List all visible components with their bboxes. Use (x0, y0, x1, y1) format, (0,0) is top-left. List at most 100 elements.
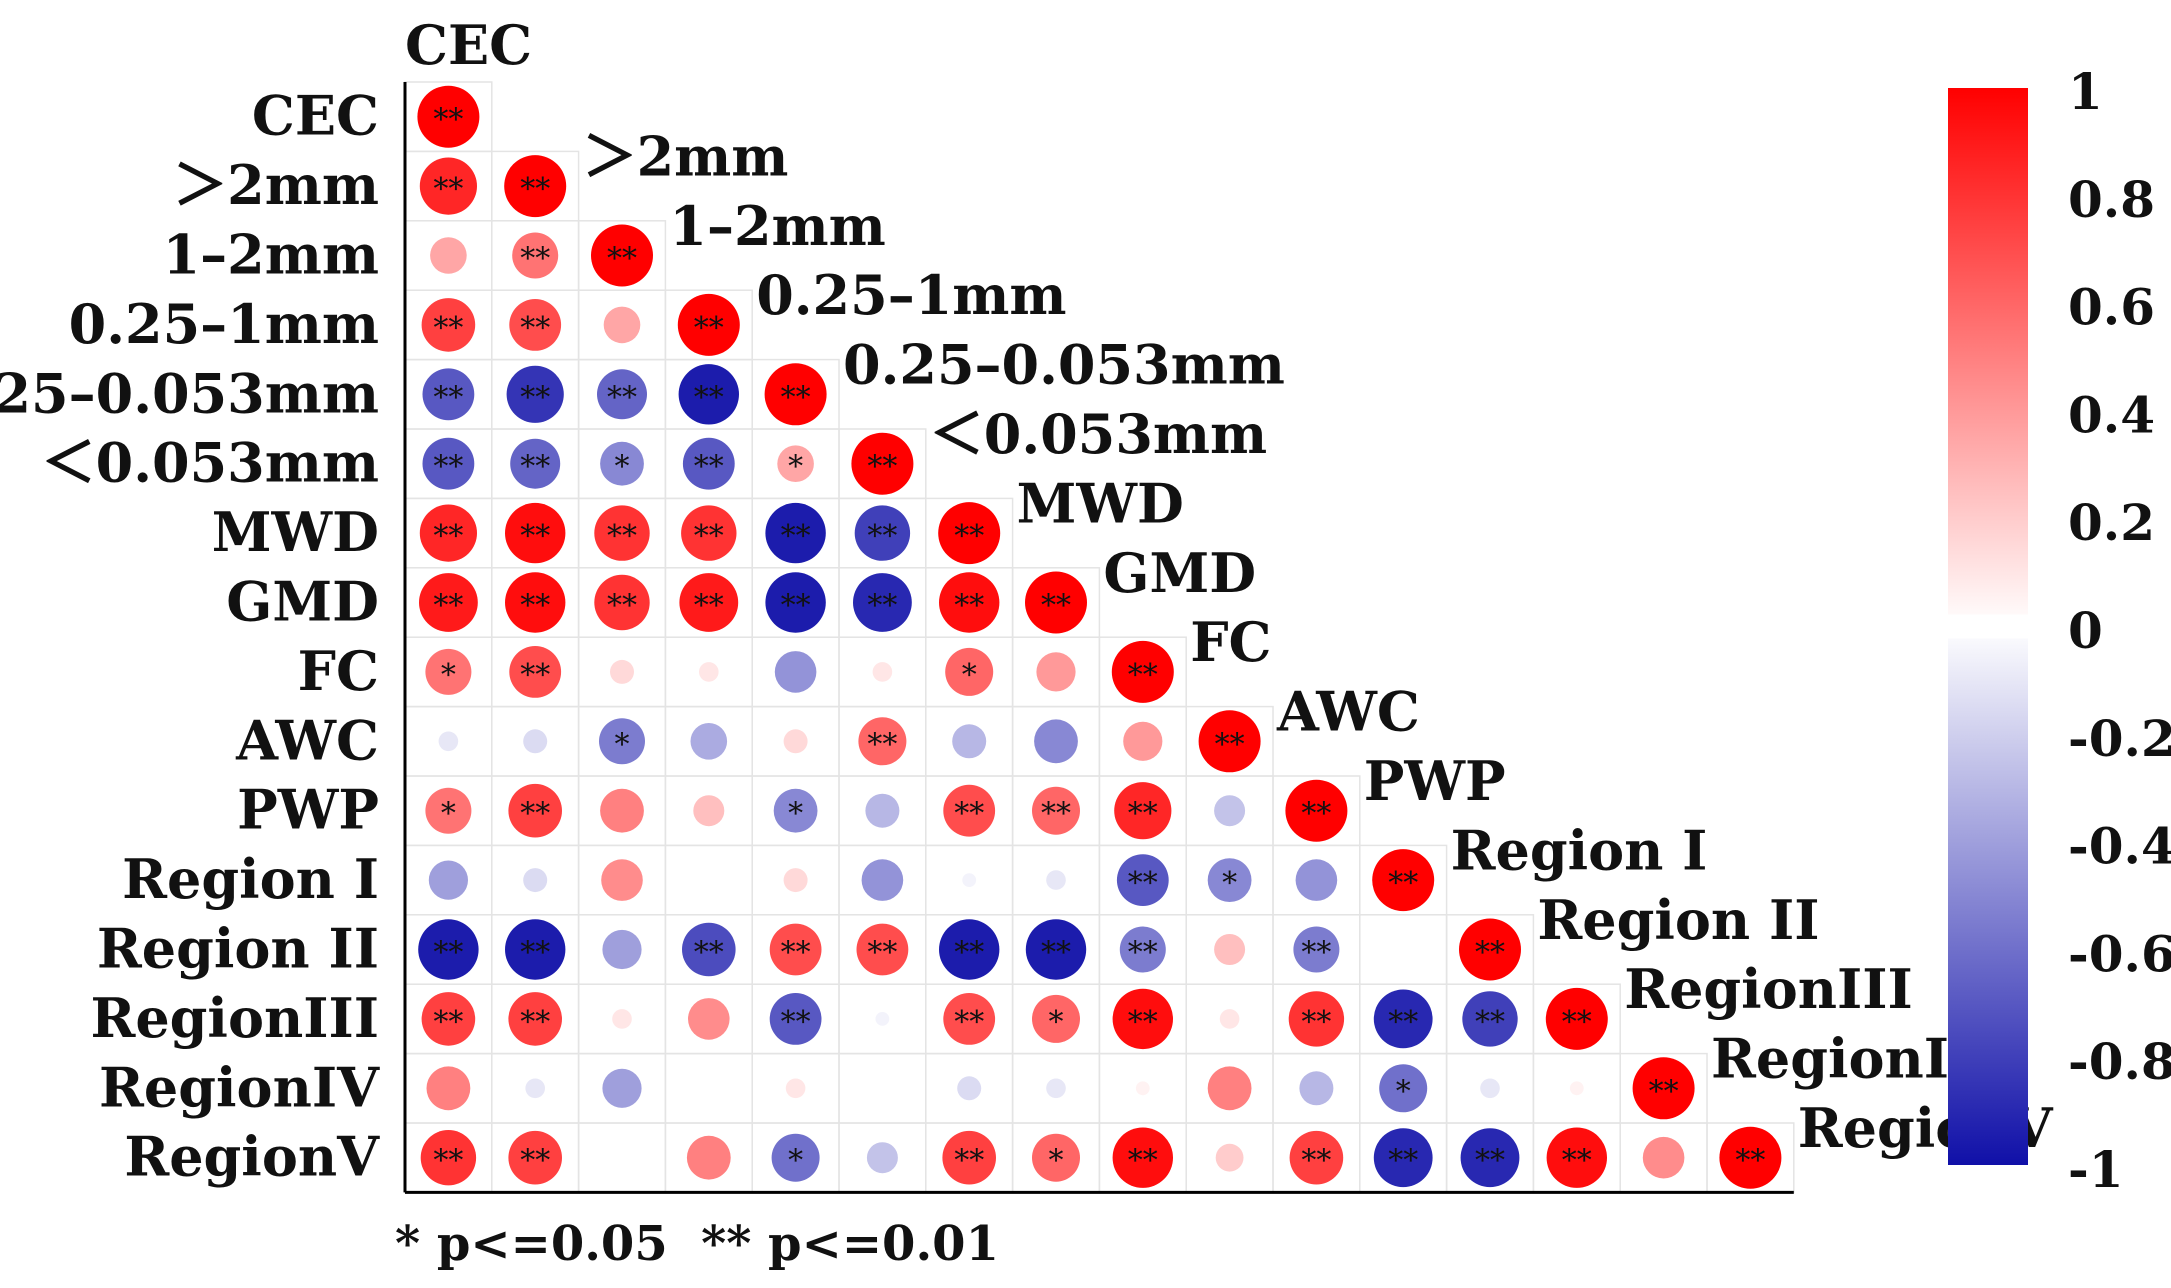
significance-mark: ** (1215, 727, 1245, 762)
corr-circle-15-10 (1289, 1130, 1344, 1185)
diagonal-label: Region I (1451, 818, 1708, 882)
significance-mark: ** (607, 589, 637, 624)
colorbar-tick-label: -0.8 (2068, 1032, 2171, 1091)
significance-mark: ** (1388, 1144, 1418, 1179)
significance-mark: ** (694, 589, 724, 624)
corr-circle-12-7 (1025, 919, 1087, 980)
significance-mark: ** (433, 450, 463, 485)
grid-cell (838, 1052, 927, 1124)
corr-circle-12-10 (1293, 926, 1340, 973)
corr-circle-8-8 (1111, 640, 1174, 703)
corr-circle-5-3 (682, 437, 735, 490)
corr-circle-13-7 (1032, 994, 1080, 1043)
corr-circle-12-4 (769, 923, 822, 976)
significance-mark: * (788, 1144, 803, 1179)
corr-circle-11-11 (1372, 849, 1435, 912)
grid-cell (664, 844, 753, 916)
significance-mark: ** (1388, 1005, 1418, 1040)
diagonal-label: AWC (1276, 680, 1420, 744)
colorbar-tick-label: 0.8 (2068, 170, 2155, 229)
significance-mark: ** (1301, 1005, 1331, 1040)
grid-cell (664, 1052, 753, 1124)
corr-circle-8-3 (699, 662, 719, 682)
diagonal-label: 0.25–0.053mm (843, 333, 1285, 397)
significance-mark: ** (1128, 797, 1158, 832)
corr-circle-11-2 (601, 859, 643, 901)
significance-mark: ** (520, 1005, 550, 1040)
corr-circle-15-15 (1719, 1126, 1782, 1189)
corr-circle-7-1 (505, 572, 566, 633)
significance-mark: * (615, 727, 630, 762)
corr-circle-11-1 (523, 868, 548, 893)
corr-circle-13-4 (769, 993, 822, 1045)
significance-mark: ** (1301, 1144, 1331, 1179)
corr-circle-1-1 (504, 155, 567, 218)
grid-cell (577, 1122, 667, 1194)
corr-circle-14-1 (525, 1078, 545, 1099)
corr-circle-12-2 (602, 929, 642, 970)
significance-mark: ** (1388, 866, 1418, 901)
corr-circle-8-7 (1036, 652, 1076, 692)
corr-circle-13-10 (1288, 991, 1345, 1047)
corr-circle-13-6 (943, 993, 996, 1045)
significance-mark: ** (867, 589, 897, 624)
corr-circle-7-0 (419, 573, 478, 632)
corr-circle-8-6 (945, 647, 994, 696)
significance-mark: ** (1041, 797, 1071, 832)
significance-mark: ** (694, 450, 724, 485)
significance-mark: ** (520, 658, 550, 693)
corr-circle-10-0 (425, 787, 472, 834)
corr-circle-8-4 (774, 651, 817, 693)
row-label: MWD (212, 500, 379, 564)
corr-circle-14-4 (785, 1078, 806, 1099)
corr-circle-7-7 (1025, 571, 1087, 634)
significance-mark: ** (520, 380, 550, 415)
significance-mark: ** (1128, 866, 1158, 901)
significance-note: * p<=0.05 ** p<=0.01 (395, 1216, 999, 1272)
significance-mark: ** (1475, 1144, 1505, 1179)
corr-circle-14-9 (1207, 1066, 1252, 1111)
corr-circle-6-6 (938, 502, 1001, 565)
diagonal-label: RegionIV (1711, 1027, 1992, 1091)
corr-circle-13-8 (1112, 988, 1174, 1050)
significance-mark: ** (433, 311, 463, 346)
corr-circle-2-1 (512, 232, 559, 279)
significance-mark: ** (954, 797, 984, 832)
significance-mark: * (1222, 866, 1237, 901)
corr-circle-10-4 (773, 788, 818, 833)
significance-mark: ** (781, 589, 811, 624)
corr-circle-11-10 (1295, 859, 1338, 901)
corr-circle-10-5 (865, 793, 900, 828)
corr-circle-11-0 (428, 860, 468, 900)
corr-circle-13-2 (612, 1009, 632, 1029)
corr-circle-2-2 (591, 224, 653, 287)
corr-circle-5-1 (510, 438, 561, 489)
significance-mark: * (788, 450, 803, 485)
colorbar-tick-label: -0.6 (2068, 924, 2171, 983)
corr-circle-15-13 (1546, 1127, 1608, 1188)
corr-circle-10-8 (1114, 782, 1172, 840)
corr-circle-12-1 (505, 919, 566, 980)
corr-circle-10-3 (693, 795, 725, 827)
corr-circle-3-0 (421, 298, 476, 352)
significance-mark: ** (433, 1144, 463, 1179)
colorbar-zero-gap (1948, 614, 2028, 639)
significance-mark: ** (433, 103, 463, 138)
significance-mark: ** (954, 589, 984, 624)
colorbar-tick-label: 0.4 (2068, 385, 2155, 444)
significance-mark: ** (954, 519, 984, 554)
row-label: GMD (226, 570, 379, 634)
corr-circle-6-0 (419, 504, 477, 562)
significance-mark: ** (1475, 936, 1505, 971)
corr-circle-2-0 (430, 237, 467, 274)
significance-mark: ** (1041, 589, 1071, 624)
row-label: CEC (252, 84, 379, 148)
corr-circle-13-3 (688, 998, 730, 1040)
significance-mark: * (441, 797, 456, 832)
corr-circle-11-8 (1116, 854, 1169, 906)
corr-circle-14-10 (1299, 1071, 1334, 1106)
diagonal-label: Region II (1537, 888, 1819, 952)
significance-mark: ** (1301, 936, 1331, 971)
corr-circle-9-2 (599, 718, 645, 765)
